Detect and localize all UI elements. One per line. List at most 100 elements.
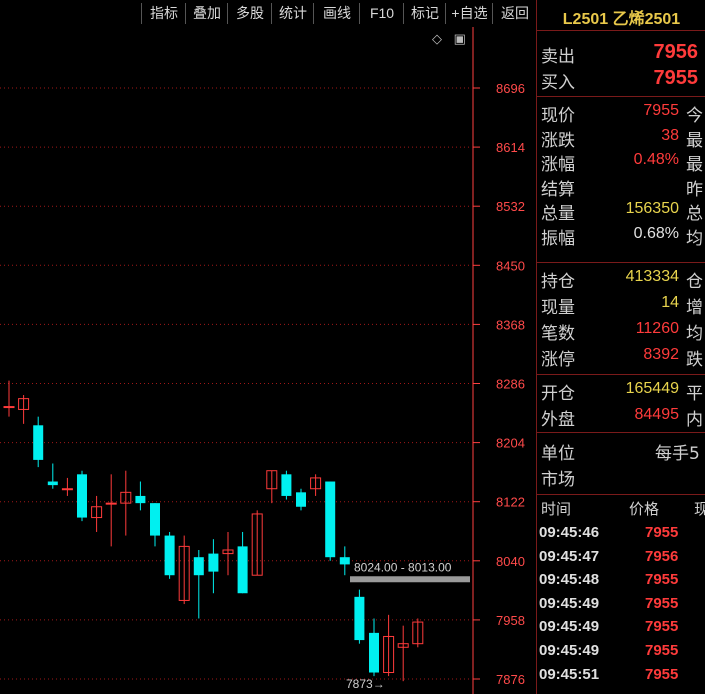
toolbar-item-8[interactable]: 返回 — [492, 3, 537, 24]
quote-value: 11260 — [635, 320, 679, 337]
candle-body-up — [383, 635, 395, 674]
toolbar-item-2[interactable]: 多股 — [227, 3, 272, 24]
quote-tail-label: 仓 — [686, 272, 703, 292]
candle-body-down — [33, 425, 44, 460]
trades-header: 时间 价格 现 — [539, 498, 705, 521]
trade-time: 09:45:49 — [539, 594, 600, 612]
trade-time: 09:45:46 — [539, 524, 600, 541]
quote-tail-label: 内 — [686, 410, 703, 430]
price-tick-label: 8614 — [496, 140, 525, 155]
toolbar-item-0[interactable]: 指标 — [141, 3, 186, 24]
trade-price: 7955 — [645, 618, 679, 636]
quote-label: 开仓 — [541, 384, 575, 404]
trade-price: 7956 — [645, 547, 679, 565]
quote-label: 卖出 — [541, 47, 575, 67]
low-price-marker: 7873→ — [346, 677, 385, 691]
price-tick-label: 8696 — [496, 81, 525, 96]
candle-body-up — [120, 491, 132, 504]
price-tick-label: 7876 — [496, 672, 525, 687]
quote-label: 涨幅 — [541, 155, 575, 175]
quote-label: 总量 — [541, 204, 575, 224]
candle-body-up — [3, 406, 15, 409]
quote-panel: L2501 乙烯2501 卖出 7956 买入 7955 现价 7955 今涨跌 38 最涨幅 0… — [536, 0, 705, 694]
candle-body-up — [18, 398, 30, 410]
toolbar-item-6[interactable]: 标记 — [403, 3, 446, 24]
candle-body-down — [369, 632, 379, 673]
toolbar-item-4[interactable]: 画线 — [313, 3, 360, 24]
trades-header-time: 时间 — [541, 500, 572, 518]
quote-label: 振幅 — [541, 228, 575, 249]
quote-row: 卖出 7956 — [541, 41, 705, 67]
price-tick-label: 8040 — [496, 554, 525, 569]
quote-label: 外盘 — [541, 410, 575, 430]
quote-value: 0.68% — [633, 224, 679, 242]
contract-title: L2501 乙烯2501 — [562, 11, 681, 28]
candle-body-down — [237, 546, 248, 594]
toolbar-item-1[interactable]: 叠加 — [185, 3, 228, 24]
quote-label: 笔数 — [541, 324, 575, 344]
trade-row: 09:45:47 7956 — [539, 548, 705, 571]
quote-tail-label: 增 — [686, 298, 703, 318]
quote-tail-label: 均 — [686, 324, 703, 344]
chart-tools: ◇ ▣ — [432, 31, 466, 47]
quote-row: 市场 — [541, 465, 705, 490]
candle-body-up — [266, 470, 278, 490]
price-tick-label: 8122 — [496, 495, 525, 510]
quote-value: 413334 — [625, 268, 679, 285]
candle-body-up — [91, 506, 103, 519]
candle-body-up — [61, 488, 73, 491]
quote-tail-label: 最 — [686, 130, 703, 151]
candle-body-up — [178, 545, 190, 601]
trade-price: 7955 — [645, 665, 679, 683]
quote-row: 涨跌 38 最 — [541, 126, 705, 151]
toolbar-item-5[interactable]: F10 — [359, 3, 404, 24]
quote-tail-label: 平 — [686, 384, 703, 404]
quote-tail-label: 均 — [686, 228, 703, 249]
quote-label: 涨跌 — [541, 130, 575, 151]
quote-value: 165449 — [625, 380, 679, 397]
window-icon[interactable]: ▣ — [453, 31, 466, 46]
candle-body-down — [354, 596, 365, 641]
quote-value: 8392 — [643, 346, 679, 363]
quote-row: 买入 7955 — [541, 67, 705, 93]
candle-body-down — [325, 481, 336, 558]
candle-body-down — [135, 495, 146, 504]
quote-value: 7955 — [643, 102, 679, 119]
quote-row: 开仓 165449 平 — [541, 379, 705, 404]
candle-body-up — [397, 643, 409, 648]
trade-price: 7955 — [645, 642, 679, 659]
quote-label: 买入 — [541, 73, 575, 93]
candle-body-down — [150, 503, 160, 536]
diamond-icon[interactable]: ◇ — [432, 31, 442, 46]
toolbar-item-3[interactable]: 统计 — [271, 3, 314, 24]
unit-row: 单位 每手5 — [541, 439, 705, 464]
unit-value: 每手5 — [655, 444, 700, 464]
price-tick-label: 8532 — [496, 199, 525, 214]
trade-time: 09:45:49 — [539, 618, 600, 636]
quote-value: 38 — [661, 126, 679, 144]
range-label: 8024.00 - 8013.00 — [354, 560, 452, 574]
kline-chart[interactable]: 8696 8614 8532 8450 8368 8286 8204 8122 8040 7958… — [0, 27, 536, 694]
price-tick-label: 8450 — [496, 258, 525, 273]
candle-body-down — [193, 557, 204, 576]
quote-value: 7955 — [653, 67, 699, 89]
panel-divider — [537, 494, 705, 495]
quote-label: 现量 — [541, 298, 575, 318]
trade-time: 09:45:47 — [539, 547, 600, 565]
toolbar-item-7[interactable]: +自选 — [445, 3, 493, 24]
candle-body-up — [222, 549, 234, 555]
quote-tail-label: 总 — [686, 204, 703, 224]
quote-row: 笔数 11260 均 — [541, 319, 705, 344]
candle-body-up — [251, 513, 263, 576]
trade-row: 09:45:48 7955 — [539, 571, 705, 594]
candle-body-down — [281, 474, 292, 496]
panel-divider — [537, 262, 705, 263]
quote-row: 涨停 8392 跌 — [541, 345, 705, 370]
quote-label: 结算 — [541, 179, 575, 200]
trade-time: 09:45:48 — [539, 571, 600, 589]
price-tick-label: 8286 — [496, 377, 525, 392]
quote-tail-label: 最 — [686, 155, 703, 175]
panel-divider — [537, 374, 705, 375]
candle-body-down — [208, 553, 219, 572]
quote-row: 涨幅 0.48% 最 — [541, 150, 705, 175]
